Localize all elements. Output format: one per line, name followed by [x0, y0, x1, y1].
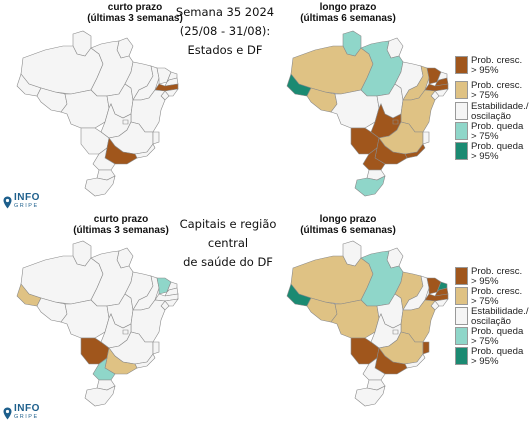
legend-label: Prob. queda > 75% — [471, 326, 524, 347]
legend-item-growth-75: Prob. cresc. > 75% — [455, 81, 530, 102]
state-es — [422, 341, 430, 355]
state-rs — [84, 385, 116, 407]
legend-label: Prob. cresc. > 95% — [471, 266, 523, 287]
bottom-right-panel-label-line2: (últimas 6 semanas) — [300, 225, 396, 236]
capitals-short-term-map — [16, 240, 179, 407]
capitals-title-line2: de saúde do DF — [183, 255, 273, 269]
legend-item-growth-95: Prob. cresc. > 95% — [455, 267, 530, 287]
capitals-title-line1: Capitais e região central — [179, 217, 277, 250]
legend-item-stable: Estabilidade./ oscilação — [455, 307, 530, 327]
state-pr — [92, 357, 116, 381]
state-mt — [330, 299, 380, 339]
states-title-line2: (25/08 - 31/08): — [179, 24, 271, 38]
states-title-line3: Estados e DF — [187, 43, 263, 57]
infogripe-logo-bottom: INFO GRIPE — [3, 404, 40, 422]
state-df — [392, 119, 399, 125]
state-pb — [434, 287, 449, 297]
top-right-panel-label: longo prazo (últimas 6 semanas) — [283, 2, 413, 24]
bottom-left-panel-label-line1: curto prazo — [93, 214, 149, 225]
state-df — [122, 329, 129, 335]
top-right-panel-label-line1: longo prazo — [319, 2, 377, 13]
legend-label: Prob. cresc. > 95% — [471, 55, 523, 76]
state-es — [422, 131, 430, 145]
state-mt — [60, 89, 110, 129]
states-title-line1: Semana 35 2024 — [175, 5, 275, 19]
state-pr — [92, 147, 116, 171]
top-left-panel-label-line2: (últimas 3 semanas) — [87, 13, 183, 24]
legend-item-drop-95: Prob. queda > 95% — [455, 142, 530, 162]
state-pr — [362, 357, 386, 381]
state-mt — [330, 89, 380, 129]
legend-swatch-growth-95 — [455, 56, 468, 74]
legend-bottom: Prob. cresc. > 95% Prob. cresc. > 75% Es… — [455, 267, 530, 367]
legend-swatch-stable — [455, 102, 468, 120]
infogripe-logo-top: INFO GRIPE — [3, 193, 40, 211]
legend-swatch-drop-95 — [455, 142, 468, 160]
state-pb — [164, 77, 179, 87]
state-es — [152, 131, 160, 145]
legend-swatch-drop-75 — [455, 327, 468, 345]
state-pr — [362, 147, 386, 171]
legend-label: Estabilidade./ oscilação — [471, 306, 529, 327]
legend-top: Prob. cresc. > 95% Prob. cresc. > 75% Es… — [455, 56, 530, 162]
capitals-long-term-map — [286, 240, 449, 407]
bottom-left-panel-label-line2: (últimas 3 semanas) — [73, 225, 169, 236]
logo-text: INFO — [14, 192, 40, 203]
state-rs — [354, 175, 386, 197]
legend-label: Estabilidade./ oscilação — [471, 101, 529, 122]
legend-label: Prob. cresc. > 75% — [471, 286, 523, 307]
state-df — [392, 329, 399, 335]
top-left-panel-label: curto prazo (últimas 3 semanas) — [70, 2, 200, 24]
legend-swatch-stable — [455, 307, 468, 325]
legend-item-drop-95: Prob. queda > 95% — [455, 347, 530, 367]
state-pb — [434, 77, 449, 87]
legend-swatch-growth-75 — [455, 287, 468, 305]
state-rs — [354, 385, 386, 407]
logo-text: INFO — [14, 403, 40, 414]
state-es — [152, 341, 160, 355]
location-pin-icon — [3, 196, 12, 208]
top-left-panel-label-line1: curto prazo — [107, 2, 163, 13]
bottom-right-panel-label-line1: longo prazo — [319, 214, 377, 225]
bottom-left-panel-label: curto prazo (últimas 3 semanas) — [56, 214, 186, 236]
top-right-panel-label-line2: (últimas 6 semanas) — [300, 13, 396, 24]
legend-swatch-growth-75 — [455, 81, 468, 99]
legend-swatch-growth-95 — [455, 267, 468, 285]
legend-item-growth-75: Prob. cresc. > 75% — [455, 287, 530, 307]
location-pin-icon — [3, 407, 12, 419]
legend-label: Prob. queda > 75% — [471, 121, 524, 142]
legend-item-growth-95: Prob. cresc. > 95% — [455, 56, 530, 81]
state-rs — [84, 175, 116, 197]
legend-item-drop-75: Prob. queda > 75% — [455, 327, 530, 347]
legend-label: Prob. queda > 95% — [471, 346, 524, 367]
legend-label: Prob. queda > 95% — [471, 141, 524, 162]
legend-swatch-drop-75 — [455, 122, 468, 140]
bottom-right-panel-label: longo prazo (últimas 6 semanas) — [283, 214, 413, 236]
legend-swatch-drop-95 — [455, 347, 468, 365]
states-long-term-map — [286, 30, 449, 197]
logo-subtext: GRIPE — [14, 414, 39, 420]
state-mt — [60, 299, 110, 339]
state-pb — [164, 287, 179, 297]
logo-subtext: GRIPE — [14, 203, 39, 209]
state-df — [122, 119, 129, 125]
states-title: Semana 35 2024 (25/08 - 31/08): Estados … — [175, 3, 275, 60]
legend-item-drop-75: Prob. queda > 75% — [455, 122, 530, 142]
legend-item-stable: Estabilidade./ oscilação — [455, 102, 530, 122]
states-short-term-map — [16, 30, 179, 197]
legend-label: Prob. cresc. > 75% — [471, 80, 523, 101]
capitals-title: Capitais e região central de saúde do DF — [168, 215, 288, 272]
